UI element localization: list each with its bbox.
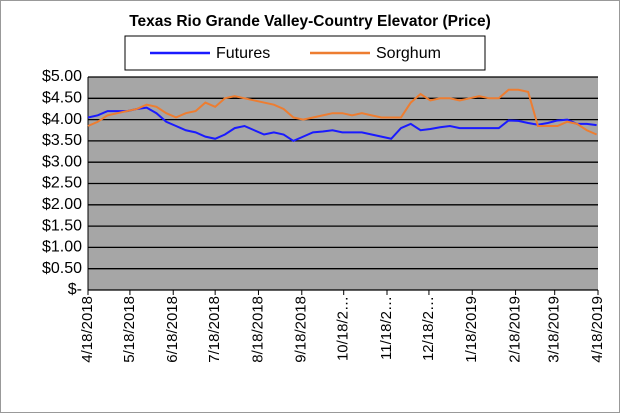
x-tick-label: 8/18/2018 bbox=[249, 296, 266, 363]
x-tick-label: 5/18/2018 bbox=[121, 296, 138, 363]
x-tick-label: 6/18/2018 bbox=[164, 296, 181, 363]
y-tick-label: $3.50 bbox=[42, 132, 82, 149]
y-tick-label: $1.00 bbox=[42, 239, 82, 256]
y-tick-label: $- bbox=[68, 281, 82, 298]
series-line bbox=[87, 88, 598, 136]
legend-label: Sorghum bbox=[376, 45, 441, 62]
x-tick-label: 10/18/2… bbox=[335, 296, 352, 361]
y-tick-label: $4.50 bbox=[42, 90, 82, 107]
y-tick-label: $1.50 bbox=[42, 217, 82, 234]
x-tick-label: 1/18/2019 bbox=[463, 296, 480, 363]
x-tick-label: 12/18/2… bbox=[420, 296, 437, 361]
y-tick-label: $0.50 bbox=[42, 260, 82, 277]
chart-title: Texas Rio Grande Valley-Country Elevator… bbox=[129, 13, 491, 30]
x-tick-label: 9/18/2018 bbox=[293, 296, 310, 363]
x-tick-label: 7/18/2018 bbox=[206, 296, 223, 363]
x-tick-label: 2/18/2019 bbox=[507, 296, 524, 363]
y-tick-label: $2.00 bbox=[42, 196, 82, 213]
x-tick-label: 4/18/2019 bbox=[589, 296, 606, 363]
y-tick-label: $4.00 bbox=[42, 111, 82, 128]
y-tick-label: $5.00 bbox=[42, 68, 82, 85]
x-tick-label: 3/18/2019 bbox=[546, 296, 563, 363]
y-tick-label: $2.50 bbox=[42, 175, 82, 192]
x-tick-label: 4/18/2018 bbox=[79, 296, 96, 363]
x-tick-label: 11/18/2… bbox=[378, 296, 395, 360]
legend-label: Futures bbox=[216, 45, 270, 62]
y-tick-label: $3.00 bbox=[42, 153, 82, 170]
series-line bbox=[87, 106, 597, 143]
